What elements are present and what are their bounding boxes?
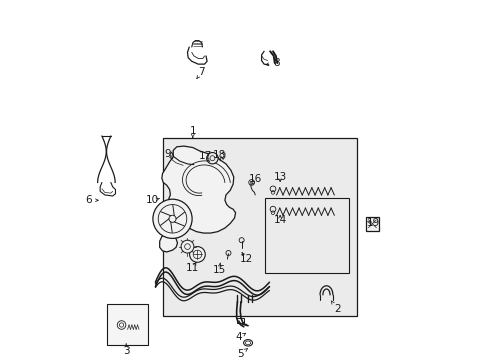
Text: 3: 3 <box>122 346 129 356</box>
Text: 14: 14 <box>273 215 286 225</box>
Text: 6: 6 <box>85 195 92 205</box>
Text: 17: 17 <box>198 151 211 161</box>
Text: 10: 10 <box>146 195 159 205</box>
Circle shape <box>181 240 194 253</box>
Polygon shape <box>160 146 235 252</box>
Text: 12: 12 <box>239 254 252 264</box>
Text: 1: 1 <box>189 126 196 136</box>
Text: 2: 2 <box>333 304 340 314</box>
Bar <box>162 138 356 316</box>
Circle shape <box>153 199 192 238</box>
Bar <box>107 303 148 345</box>
Text: 19: 19 <box>366 219 379 229</box>
Text: 15: 15 <box>212 265 226 275</box>
Text: 16: 16 <box>248 174 261 184</box>
Text: 8: 8 <box>273 58 279 68</box>
Text: 4: 4 <box>235 333 242 342</box>
Text: 18: 18 <box>212 150 226 159</box>
Bar <box>264 198 348 273</box>
Text: 5: 5 <box>237 348 244 359</box>
Text: 7: 7 <box>198 67 204 77</box>
Circle shape <box>206 153 218 164</box>
Bar <box>365 217 378 230</box>
Circle shape <box>189 247 205 262</box>
Text: 11: 11 <box>186 263 199 273</box>
Text: 13: 13 <box>273 172 286 182</box>
Text: 9: 9 <box>164 149 171 159</box>
Bar <box>237 318 244 323</box>
